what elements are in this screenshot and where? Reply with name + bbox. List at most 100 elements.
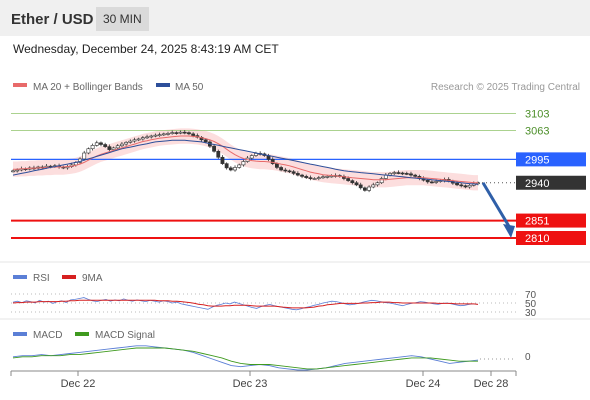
candle-body <box>145 136 149 139</box>
candle-body <box>233 167 237 171</box>
x-tick-label: Dec 28 <box>474 378 509 390</box>
candle-body <box>220 156 225 164</box>
macd-tick-0: 0 <box>525 352 531 363</box>
ma50-legend-label: MA 50 <box>175 82 204 93</box>
candle-body <box>346 178 351 181</box>
candle-body <box>275 163 279 168</box>
level-tag-2940 <box>516 175 586 190</box>
candle-body <box>358 184 363 189</box>
price-chart: 3103 3063 2995 2940 2851 2810 <box>11 108 586 245</box>
candle-body <box>467 185 472 188</box>
candle-body <box>128 140 133 143</box>
candle-body <box>94 142 99 146</box>
rsi-line <box>12 297 479 311</box>
candle-body <box>400 172 405 175</box>
level-label-2995: 2995 <box>525 154 549 166</box>
candle-body <box>136 138 141 141</box>
candle-body <box>291 171 296 174</box>
rsi-tick-30: 30 <box>525 308 537 319</box>
candle-body <box>321 176 325 179</box>
ma20-legend-label: MA 20 + Bollinger Bands <box>33 82 143 93</box>
candle-body <box>434 181 439 183</box>
candle-body <box>392 172 397 174</box>
candle-body <box>350 180 355 184</box>
candle-body <box>212 145 216 152</box>
rsi-legend-swatch <box>13 275 27 279</box>
ma20-legend-swatch <box>13 83 27 87</box>
timeframe-button[interactable]: 30 MIN <box>96 7 149 31</box>
candle-body <box>99 142 103 145</box>
candle-body <box>166 133 170 135</box>
candle-body <box>149 135 154 138</box>
header-bar: Ether / USD 30 MIN <box>0 0 590 36</box>
projection-arrow-shaft <box>481 181 512 229</box>
candle-body <box>325 176 330 178</box>
rsi-tick-50: 50 <box>525 299 537 310</box>
rsi-tick-70: 70 <box>525 290 537 301</box>
candle-body <box>153 134 158 137</box>
macd-signal-line <box>12 347 478 370</box>
candle-body <box>11 170 15 173</box>
candle-body <box>90 145 95 150</box>
macd-panel: 0 <box>12 345 531 371</box>
candle-body <box>362 187 367 191</box>
x-axis: Dec 22 Dec 23 Dec 24 Dec 28 <box>10 371 517 390</box>
candle-body <box>178 131 183 134</box>
rsi-legend-label: RSI <box>33 273 50 284</box>
level-tag-2995 <box>516 152 586 167</box>
candle-body <box>120 143 124 147</box>
candle-body <box>237 164 242 168</box>
candle-body <box>463 185 468 188</box>
rsi-ma-line <box>12 299 479 309</box>
candle-body <box>82 152 87 160</box>
level-label-2940: 2940 <box>525 178 549 190</box>
candle-body <box>249 155 254 159</box>
level-label-2810: 2810 <box>525 233 549 245</box>
candle-body <box>216 151 221 158</box>
candle-body <box>161 133 166 136</box>
candle-body <box>312 178 317 180</box>
ma50-legend-swatch <box>156 83 170 87</box>
candle-body <box>295 173 300 176</box>
candle-body <box>203 139 208 143</box>
candle-body <box>459 184 464 187</box>
candle-body <box>182 131 187 134</box>
candle-body <box>124 142 129 145</box>
candle-body <box>15 169 20 172</box>
candle-body <box>371 184 376 188</box>
candle-body <box>455 182 459 186</box>
x-tick-label: Dec 23 <box>233 378 268 390</box>
candle-body <box>375 182 380 186</box>
candle-body <box>270 159 275 164</box>
candle-body <box>379 178 384 184</box>
candle-body <box>86 148 91 154</box>
instrument-title: Ether / USD <box>11 11 94 28</box>
candle-body <box>308 177 313 179</box>
x-tick-label: Dec 24 <box>406 378 441 390</box>
candle-body <box>157 134 162 137</box>
credit-text: Research © 2025 Trading Central <box>431 82 580 93</box>
candle-body <box>279 167 284 171</box>
macd-legend-label: MACD <box>33 330 62 341</box>
macd-legend-swatch <box>13 332 27 336</box>
projection-arrow-head <box>503 224 515 238</box>
candle-body <box>111 147 116 150</box>
candle-body <box>132 139 137 142</box>
candle-body <box>388 173 392 176</box>
macd-line <box>12 345 479 371</box>
candle-body <box>115 145 120 149</box>
macd-signal-legend-label: MACD Signal <box>95 330 155 341</box>
level-tag-2851 <box>516 213 586 228</box>
level-tag-2810 <box>516 231 586 245</box>
candle-body <box>367 186 371 191</box>
candle-body <box>413 174 418 177</box>
ma50-line <box>12 139 479 185</box>
level-label-3063: 3063 <box>525 125 549 137</box>
candle-body <box>140 137 145 140</box>
rsi-ma-legend-swatch <box>62 275 76 279</box>
candle-body <box>107 146 112 150</box>
datetime-label: Wednesday, December 24, 2025 8:43:19 AM … <box>13 42 279 56</box>
candle-body <box>187 132 191 135</box>
